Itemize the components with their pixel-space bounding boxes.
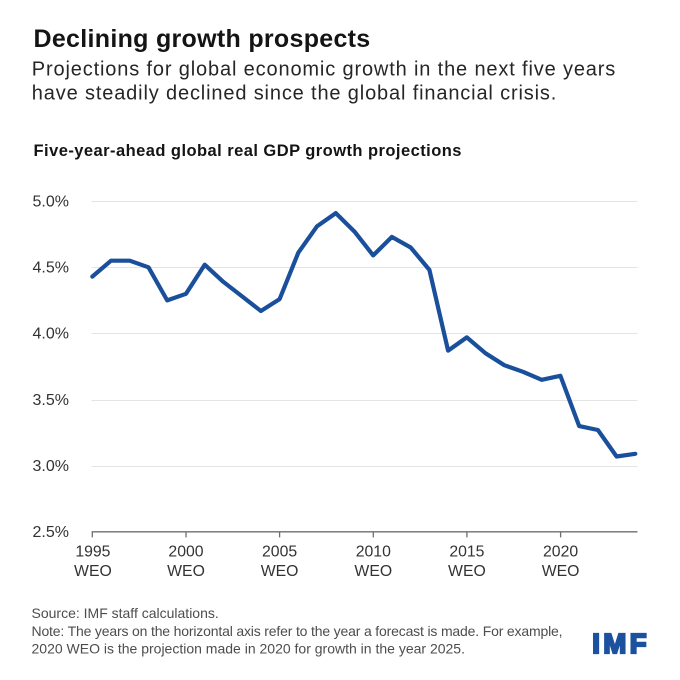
svg-text:2020: 2020 — [543, 544, 578, 561]
svg-text:1995: 1995 — [75, 544, 110, 561]
svg-text:3.0%: 3.0% — [33, 458, 69, 475]
svg-text:4.0%: 4.0% — [33, 326, 69, 343]
svg-text:5.0%: 5.0% — [33, 193, 69, 210]
svg-text:WEO: WEO — [167, 563, 205, 580]
svg-text:2.5%: 2.5% — [33, 524, 69, 541]
svg-text:4.5%: 4.5% — [33, 260, 69, 277]
svg-text:2020 WEO is the projection mad: 2020 WEO is the projection made in 2020 … — [32, 640, 465, 656]
svg-text:2015: 2015 — [449, 544, 484, 561]
svg-text:WEO: WEO — [354, 563, 392, 580]
svg-text:WEO: WEO — [261, 563, 299, 580]
svg-text:Declining growth prospects: Declining growth prospects — [34, 25, 371, 53]
svg-text:WEO: WEO — [448, 563, 486, 580]
svg-text:IMF: IMF — [592, 628, 650, 659]
svg-text:2000: 2000 — [168, 544, 203, 561]
svg-text:2005: 2005 — [262, 544, 297, 561]
svg-text:WEO: WEO — [542, 563, 580, 580]
svg-text:2010: 2010 — [356, 544, 391, 561]
svg-text:Note: The years on the horizon: Note: The years on the horizontal axis r… — [32, 623, 563, 639]
svg-text:Projections for global economi: Projections for global economic growth i… — [32, 58, 616, 80]
svg-text:have steadily declined since t: have steadily declined since the global … — [32, 82, 557, 104]
svg-text:3.5%: 3.5% — [33, 392, 69, 409]
svg-text:Source: IMF staff calculations: Source: IMF staff calculations. — [32, 605, 219, 621]
svg-text:WEO: WEO — [74, 563, 112, 580]
svg-text:Five-year-ahead global real GD: Five-year-ahead global real GDP growth p… — [34, 142, 462, 160]
